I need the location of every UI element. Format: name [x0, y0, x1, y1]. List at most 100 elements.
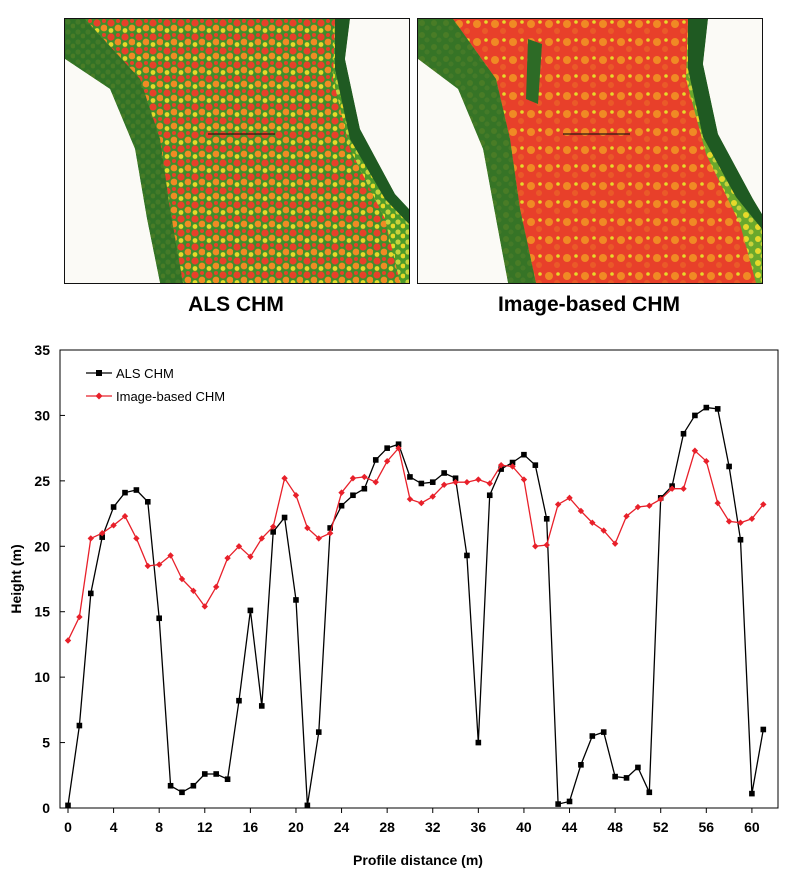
y-tick-label: 35: [34, 342, 50, 358]
data-point: [589, 519, 596, 526]
data-point: [703, 404, 710, 411]
data-point: [737, 519, 744, 526]
data-point: [543, 516, 550, 522]
data-point: [361, 485, 368, 492]
data-point: [726, 463, 732, 470]
y-tick-label: 10: [34, 669, 50, 685]
data-point: [521, 451, 527, 458]
data-point: [213, 771, 219, 777]
x-tick-label: 12: [197, 819, 213, 835]
als-chm-map: [64, 18, 410, 284]
data-point: [725, 518, 733, 525]
data-point: [361, 473, 368, 481]
plot-frame: [59, 349, 779, 809]
data-point: [338, 489, 345, 496]
data-point: [304, 802, 311, 809]
data-point: [475, 739, 482, 746]
data-point: [87, 535, 94, 542]
data-point: [384, 445, 390, 451]
data-point: [190, 782, 197, 789]
y-tick-label: 30: [34, 407, 50, 423]
x-axis-title: Profile distance (m): [353, 852, 483, 868]
data-point: [144, 498, 151, 505]
data-point: [407, 474, 413, 480]
data-point: [497, 461, 505, 469]
data-point: [532, 543, 539, 550]
data-point: [326, 530, 334, 537]
data-point: [201, 603, 208, 610]
x-tick-label: 60: [744, 819, 760, 835]
data-point: [692, 412, 698, 419]
data-point: [691, 447, 699, 454]
data-point: [110, 504, 117, 510]
data-point: [646, 789, 653, 796]
data-point: [429, 479, 436, 485]
y-axis: 0 5 10 15 20 25 30 35: [34, 342, 65, 816]
y-tick-label: 15: [34, 604, 50, 620]
data-point: [76, 722, 83, 729]
y-axis-title: Height (m): [8, 544, 24, 613]
y-tick-label: 0: [42, 800, 50, 816]
data-point: [247, 607, 254, 614]
data-point: [406, 495, 414, 503]
data-point: [486, 480, 493, 487]
data-point: [452, 475, 459, 482]
x-tick-label: 20: [288, 819, 304, 835]
data-point: [178, 575, 186, 583]
data-point: [680, 430, 687, 437]
series-als-chm: [65, 404, 767, 809]
x-tick-label: 16: [243, 819, 259, 835]
data-point: [714, 499, 721, 507]
data-point: [440, 481, 448, 488]
data-point: [429, 493, 436, 500]
data-point: [566, 798, 573, 805]
data-point: [87, 590, 94, 597]
x-tick-label: 36: [471, 819, 487, 835]
data-point: [212, 583, 220, 591]
data-point: [224, 554, 231, 562]
data-point: [714, 406, 721, 412]
data-point: [486, 492, 493, 499]
data-point: [498, 466, 504, 472]
data-point: [383, 458, 391, 465]
data-point: [315, 729, 322, 735]
data-point: [760, 726, 767, 733]
image-based-chm-map: [417, 18, 763, 284]
data-point: [327, 525, 333, 531]
data-point: [577, 507, 585, 515]
data-point: [156, 615, 162, 622]
image-based-chm-label: Image-based CHM: [497, 293, 681, 316]
data-point: [532, 462, 539, 468]
data-point: [133, 487, 140, 493]
data-point: [668, 485, 676, 492]
x-tick-label: 48: [607, 819, 623, 835]
als-chm-raster: [65, 19, 409, 283]
x-tick-label: 32: [425, 819, 441, 835]
data-point: [749, 790, 755, 797]
data-point: [600, 527, 607, 534]
x-tick-label: 52: [653, 819, 669, 835]
series-image-based-chm: [64, 444, 767, 644]
data-point: [144, 562, 151, 570]
data-point: [270, 529, 276, 535]
x-axis: 0 4 8 12 16 20 24 28 32 36 40 44 48 52 56 60: [64, 808, 760, 835]
data-point: [110, 522, 117, 529]
x-tick-label: 44: [562, 819, 578, 835]
data-point: [65, 802, 71, 809]
legend-image-marker: [95, 392, 103, 400]
data-point: [338, 502, 345, 509]
data-point: [76, 613, 83, 621]
data-point: [281, 514, 288, 521]
data-point: [418, 480, 425, 487]
y-tick-label: 20: [34, 538, 50, 554]
data-point: [623, 775, 630, 781]
data-point: [760, 501, 767, 508]
data-point: [395, 441, 402, 448]
legend-image-label: Image-based CHM: [116, 389, 225, 404]
als-chm-label: ALS CHM: [188, 293, 284, 316]
data-point: [224, 776, 231, 783]
data-point: [475, 476, 482, 483]
data-point: [509, 463, 516, 470]
x-tick-label: 0: [64, 819, 72, 835]
